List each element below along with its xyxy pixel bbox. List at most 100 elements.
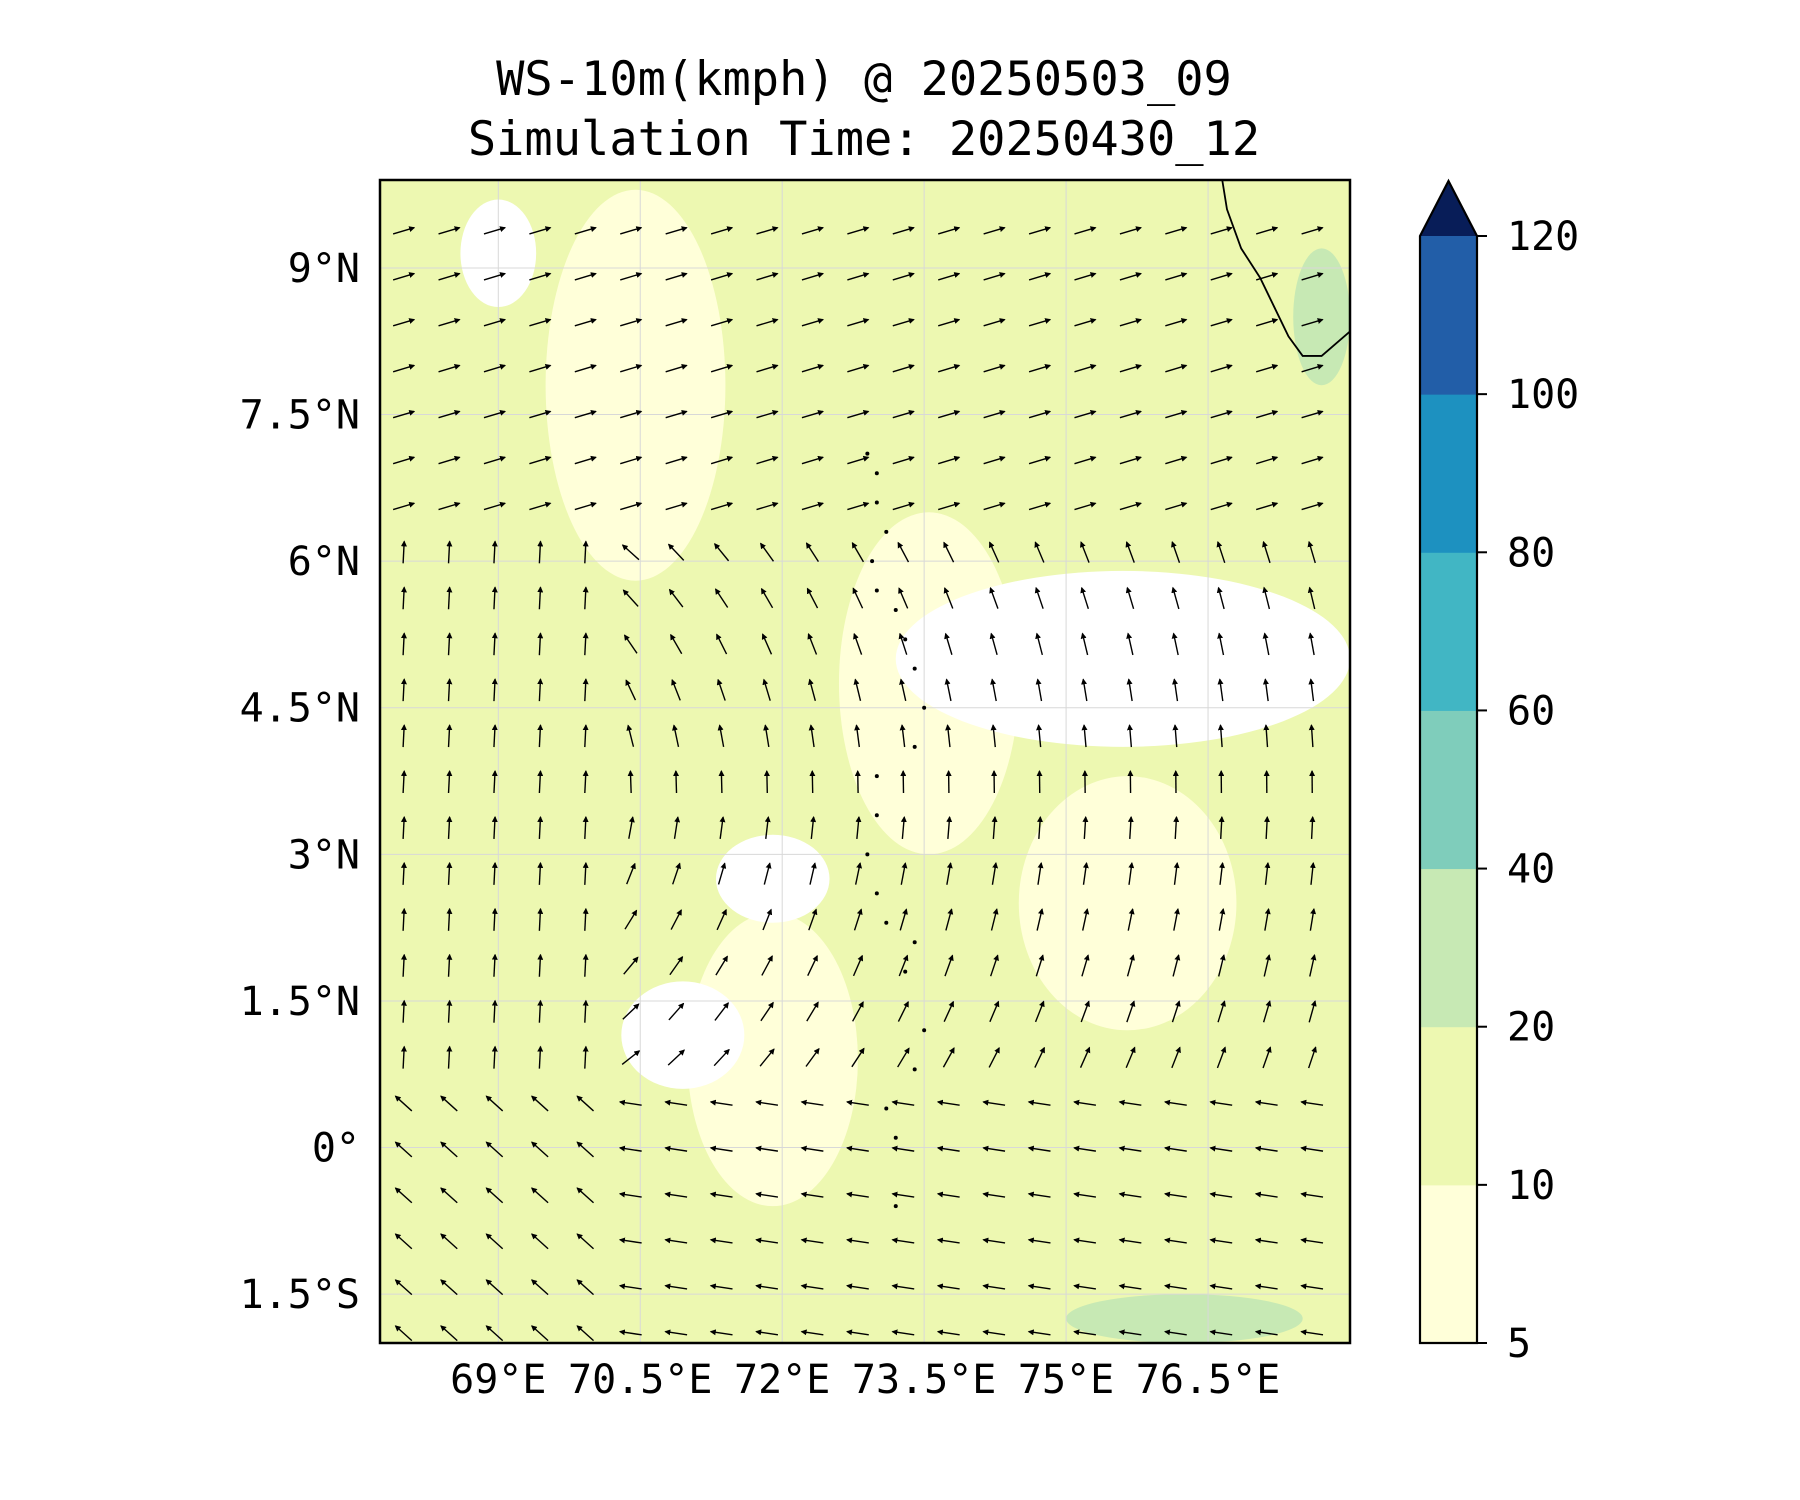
wind-vector [392,364,416,373]
wind-vector [537,770,544,794]
calm-region [621,981,745,1089]
wind-vector [491,586,498,610]
wind-vector [624,909,638,930]
wind-vector [394,1279,413,1296]
wind-vector [1210,272,1233,281]
wind-vector [1262,1046,1272,1069]
wind-vector [440,1187,458,1204]
wind-vector [990,954,999,977]
wind-vector [1307,1046,1317,1069]
wind-vector [1309,815,1316,839]
wind-vector [898,587,909,609]
wind-vector [755,1191,779,1198]
wind-vector [537,953,544,977]
wind-vector [1301,409,1324,419]
maldives-atoll [884,920,889,925]
wind-vector [1262,586,1271,610]
wind-vector [1027,1283,1051,1290]
wind-vector [1171,586,1180,610]
wind-vector [983,409,1006,419]
wind-vector [716,908,727,931]
wind-vector [483,409,507,419]
wind-vector [808,724,815,748]
wind-vector [982,1145,1006,1152]
wind-vector [1264,815,1271,839]
wind-vector [1027,1329,1051,1336]
wind-vector [1127,908,1135,931]
wind-vector [618,1237,642,1244]
wind-vector [1118,1237,1142,1244]
wind-vector [440,1325,458,1342]
wind-vector [710,409,734,419]
wind-vector [1218,815,1225,839]
y-tick-label: 0° [312,1126,360,1172]
wind-vector [1081,678,1088,702]
wind-vector [983,272,1006,281]
wind-vector [667,543,685,561]
wind-vector [938,272,961,281]
wind-vector [853,678,862,702]
wind-vector [982,1283,1006,1290]
wind-vector [899,678,907,702]
wind-vector [574,364,597,373]
wind-vector [846,1283,869,1290]
wind-vector [1125,541,1135,563]
wind-vector [574,272,597,281]
wind-vector [936,1329,960,1336]
wind-vector [531,1325,549,1342]
wind-vector [892,455,915,465]
wind-vector [531,1095,549,1112]
wind-vector [900,816,907,839]
wind-vector [990,908,999,931]
wind-vector [709,1283,733,1290]
wind-vector [1172,678,1179,702]
wind-vector [1255,318,1279,327]
wind-vector [491,907,498,931]
wind-vector [665,226,688,235]
wind-vector [944,678,952,702]
wind-vector [936,1145,960,1152]
wind-vector [761,955,773,976]
maldives-atoll [870,559,875,564]
wind-speed-field [460,189,1350,1343]
wind-vector [853,908,863,931]
wind-vector [446,770,453,794]
wind-vector [491,678,498,702]
wind-vector [438,501,461,511]
wind-vector [537,724,544,748]
wind-vector [537,678,544,702]
wind-vector [537,632,544,656]
wind-vector [755,1283,779,1290]
wind-vector [763,724,770,748]
wind-vector [582,861,589,885]
wind-vector [714,543,730,562]
wind-vector [853,632,863,655]
wind-vector [982,1191,1006,1198]
wind-vector [1217,1000,1226,1023]
wind-vector [671,678,681,701]
wind-vector [891,1099,915,1106]
wind-vector [576,1325,595,1342]
wind-vector [1126,724,1133,748]
wind-vector [1165,226,1188,235]
wind-vector [760,542,775,562]
wind-vector [1165,455,1188,465]
maldives-atoll [903,637,908,642]
wind-vector [446,907,453,931]
maldives-atoll [922,705,927,710]
wind-vector [672,724,680,747]
wind-vector [1028,501,1052,511]
colorbar-segment [1420,394,1477,553]
maldives-atoll [884,529,889,534]
wind-vector [1028,455,1052,465]
wind-vector [847,455,870,465]
wind-vector [1164,1329,1187,1336]
wind-vector [1254,1237,1278,1244]
wind-vector [1209,1191,1233,1198]
wind-vector [851,541,865,563]
light-wind-patch [545,189,726,581]
wind-vector [760,587,774,609]
wind-vector [491,724,498,748]
wind-vector [1073,1237,1097,1244]
wind-vector [537,815,544,839]
